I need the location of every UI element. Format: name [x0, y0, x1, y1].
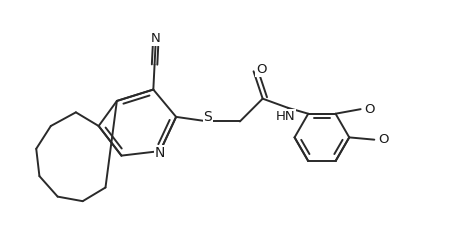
Text: N: N: [151, 32, 161, 45]
Text: S: S: [204, 110, 213, 124]
Text: O: O: [378, 133, 388, 146]
Text: N: N: [155, 146, 165, 160]
Text: HN: HN: [276, 110, 295, 123]
Text: O: O: [365, 103, 375, 116]
Text: O: O: [256, 62, 267, 76]
